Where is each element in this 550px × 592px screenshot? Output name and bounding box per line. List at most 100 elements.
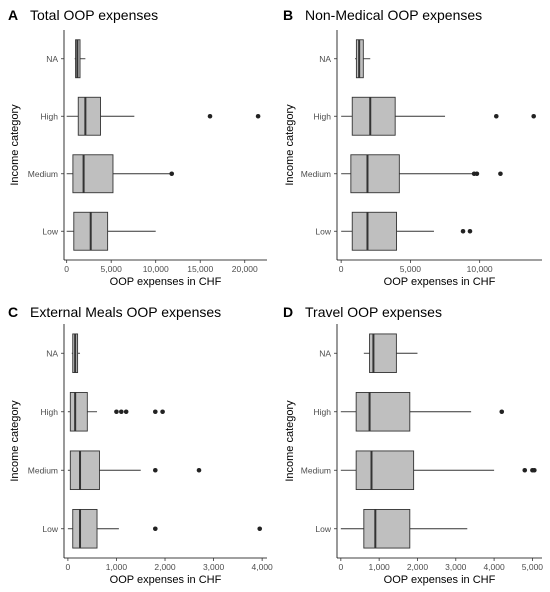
x-tick-label: 5,000 — [101, 264, 123, 274]
iqr-box — [72, 154, 114, 194]
panel-label: C — [8, 304, 18, 320]
x-tick-label: 0 — [64, 264, 69, 274]
x-tick-label: 0 — [339, 264, 344, 274]
x-tick-label: 1,000 — [369, 562, 391, 572]
panel-a: A Total OOP expenses 0 5,000 10,000 15,000 20,… — [8, 7, 267, 288]
panel-b: B Non-Medical OOP expenses 0 5,000 10,000 Low… — [283, 7, 542, 288]
y-axis-title: Income category — [284, 400, 296, 482]
y-axis-title: Income category — [9, 104, 21, 186]
y-tick-label: NA — [46, 54, 58, 64]
box-high — [341, 96, 536, 136]
box-medium — [67, 450, 202, 491]
box-low — [341, 211, 473, 251]
x-tick-label: 2,000 — [154, 562, 176, 572]
outlier-point — [207, 113, 213, 119]
x-tick-label: 5,000 — [400, 264, 422, 274]
iqr-box — [351, 96, 396, 136]
box-high — [66, 96, 261, 136]
outlier-point — [499, 409, 505, 415]
outlier-point — [532, 467, 537, 473]
x-tick-label: 4,000 — [252, 562, 274, 572]
x-tick-label: 0 — [66, 562, 71, 572]
y-tick-label: NA — [319, 54, 331, 64]
y-tick-label: NA — [319, 348, 331, 358]
y-tick-label: Medium — [28, 169, 58, 179]
y-tick-label: High — [41, 111, 59, 121]
outlier-point — [531, 113, 536, 119]
outlier-point — [493, 113, 499, 119]
panel-d: D Travel OOP expenses 0 1,000 2,000 3,000 4,00… — [283, 304, 543, 586]
box-na — [363, 333, 418, 374]
x-axis-title: OOP expenses in CHF — [110, 574, 222, 586]
outlier-point — [498, 171, 503, 177]
outlier-point — [123, 409, 129, 415]
iqr-box — [350, 154, 400, 194]
y-tick-label: NA — [46, 348, 58, 358]
outlier-point — [467, 228, 473, 234]
iqr-box — [363, 508, 411, 549]
iqr-box — [355, 450, 415, 491]
outlier-point — [169, 171, 175, 177]
y-tick-label: Medium — [301, 169, 331, 179]
x-axis-title: OOP expenses in CHF — [384, 574, 496, 586]
outlier-point — [114, 409, 119, 415]
y-tick-label: Low — [42, 524, 58, 534]
y-tick-label: High — [314, 111, 332, 121]
y-tick-label: Medium — [301, 465, 331, 475]
outlier-point — [474, 171, 480, 177]
panel-label: A — [8, 7, 18, 23]
x-tick-label: 10,000 — [467, 264, 493, 274]
x-tick-label: 3,000 — [203, 562, 225, 572]
box-medium — [66, 154, 175, 194]
y-axis-title: Income category — [9, 400, 21, 482]
panel-title: Travel OOP expenses — [305, 304, 442, 320]
x-tick-label: 4,000 — [483, 562, 505, 572]
x-axis-title: OOP expenses in CHF — [110, 276, 222, 288]
y-tick-label: Low — [42, 226, 58, 236]
outlier-point — [460, 228, 466, 234]
outlier-point — [119, 409, 124, 415]
box-na — [355, 39, 371, 79]
y-tick-label: Low — [315, 226, 331, 236]
box-low — [66, 211, 156, 251]
y-tick-label: Low — [315, 524, 331, 534]
outlier-point — [153, 467, 158, 473]
panel-title: External Meals OOP expenses — [30, 304, 221, 320]
panel-title: Total OOP expenses — [30, 7, 158, 23]
box-na — [74, 39, 86, 79]
outlier-point — [196, 467, 202, 473]
panel-label: D — [283, 304, 293, 320]
iqr-box — [69, 391, 88, 432]
outlier-point — [257, 526, 263, 532]
panel-c: C External Meals OOP expenses 0 1,000 2,000 3… — [8, 304, 273, 586]
iqr-box — [351, 211, 398, 251]
y-axis-title: Income category — [284, 104, 296, 186]
x-tick-label: 0 — [338, 562, 343, 572]
iqr-box — [355, 391, 411, 432]
x-tick-label: 2,000 — [407, 562, 429, 572]
x-tick-label: 1,000 — [106, 562, 128, 572]
x-tick-label: 3,000 — [445, 562, 467, 572]
x-tick-label: 5,000 — [522, 562, 544, 572]
y-tick-label: Medium — [28, 465, 58, 475]
box-low — [67, 508, 263, 549]
outlier-point — [522, 467, 528, 473]
box-high — [340, 391, 505, 432]
box-high — [67, 391, 165, 432]
x-tick-label: 15,000 — [187, 264, 213, 274]
box-low — [340, 508, 468, 549]
iqr-box — [72, 508, 98, 549]
panel-title: Non-Medical OOP expenses — [305, 7, 482, 23]
outlier-point — [153, 409, 158, 415]
outlier-point — [153, 526, 158, 532]
box-medium — [340, 450, 537, 491]
x-tick-label: 10,000 — [143, 264, 169, 274]
box-medium — [341, 154, 503, 194]
y-tick-label: High — [41, 407, 59, 417]
outlier-point — [255, 113, 261, 119]
iqr-box — [69, 450, 100, 491]
panel-label: B — [283, 7, 293, 23]
iqr-box — [77, 96, 101, 136]
x-tick-label: 20,000 — [232, 264, 258, 274]
